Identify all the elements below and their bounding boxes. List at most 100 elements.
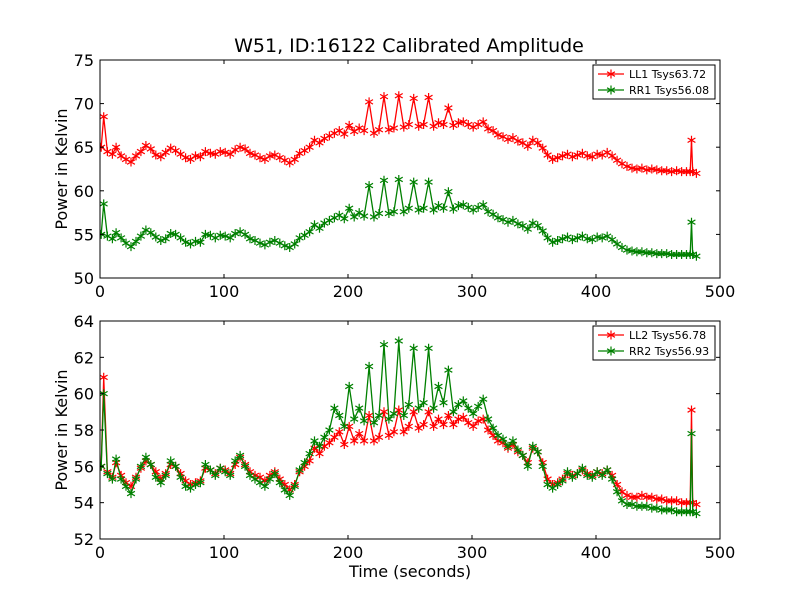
data-point xyxy=(414,403,423,413)
data-point xyxy=(439,203,448,213)
data-point xyxy=(315,449,324,459)
data-point xyxy=(473,416,483,426)
legend-label: LL1 Tsys63.72 xyxy=(629,68,706,81)
data-point xyxy=(225,233,235,243)
data-point xyxy=(637,163,647,173)
data-point xyxy=(429,403,438,413)
legend-marker xyxy=(606,346,616,356)
data-point xyxy=(538,226,547,236)
y-tick-label: 64 xyxy=(74,312,94,331)
data-point xyxy=(364,361,374,371)
data-point xyxy=(602,231,612,241)
data-point xyxy=(100,461,106,471)
data-point xyxy=(103,147,112,157)
data-point xyxy=(225,470,235,480)
data-point xyxy=(250,474,260,484)
data-point xyxy=(488,126,498,136)
data-point xyxy=(141,141,151,150)
data-point xyxy=(419,203,428,213)
data-point xyxy=(349,414,359,424)
y-tick-label: 70 xyxy=(74,95,94,114)
data-point xyxy=(473,401,483,411)
x-tick-label: 500 xyxy=(705,543,736,562)
series-1 xyxy=(100,91,701,178)
data-point xyxy=(369,418,379,428)
data-point xyxy=(374,209,384,218)
data-point xyxy=(617,496,627,506)
data-point xyxy=(513,136,523,146)
data-point xyxy=(657,505,666,515)
data-point xyxy=(424,407,433,417)
data-point xyxy=(558,234,567,244)
data-point xyxy=(597,150,607,160)
data-point xyxy=(330,128,339,138)
data-point xyxy=(687,405,696,415)
data-point xyxy=(171,229,180,239)
data-point xyxy=(126,242,136,252)
data-point xyxy=(622,161,632,171)
data-point xyxy=(563,467,572,477)
data-point xyxy=(151,232,161,242)
data-point xyxy=(325,425,334,435)
data-point xyxy=(394,175,404,184)
data-point xyxy=(677,167,686,177)
data-point xyxy=(359,211,369,221)
y-tick-label: 56 xyxy=(74,457,94,476)
data-point xyxy=(538,461,547,471)
data-point xyxy=(473,202,483,212)
data-point xyxy=(354,208,364,218)
data-point xyxy=(344,120,354,130)
data-point xyxy=(364,181,374,191)
data-point xyxy=(325,438,334,448)
data-point xyxy=(444,103,453,113)
data-point xyxy=(364,411,374,420)
data-point xyxy=(270,150,280,160)
data-point xyxy=(692,500,701,509)
data-point xyxy=(503,134,513,144)
y-tick-label: 62 xyxy=(74,348,94,367)
series-2 xyxy=(100,175,701,261)
data-point xyxy=(612,487,622,497)
data-point xyxy=(464,403,473,413)
data-point xyxy=(245,234,255,244)
data-point xyxy=(667,167,676,177)
data-point xyxy=(637,501,647,511)
data-point xyxy=(330,432,339,442)
data-point xyxy=(379,407,389,417)
data-point xyxy=(543,480,552,489)
data-point xyxy=(468,205,478,215)
y-tick-label: 60 xyxy=(74,182,94,201)
data-point xyxy=(518,138,528,148)
data-point xyxy=(156,478,166,488)
data-point xyxy=(100,372,108,382)
data-point xyxy=(688,507,697,517)
data-point xyxy=(146,144,156,154)
data-point xyxy=(498,215,508,225)
data-point xyxy=(627,246,637,256)
data-point xyxy=(389,207,399,217)
data-point xyxy=(429,121,438,131)
data-point xyxy=(419,420,428,430)
data-point xyxy=(191,480,200,489)
data-point xyxy=(543,150,552,160)
data-point xyxy=(141,452,151,462)
data-point xyxy=(647,492,657,502)
data-point xyxy=(265,237,275,247)
legend-box xyxy=(592,64,716,100)
data-point xyxy=(478,394,488,404)
data-point xyxy=(677,498,686,508)
data-point xyxy=(335,411,344,420)
data-point xyxy=(131,236,141,246)
data-point xyxy=(652,494,662,504)
data-point xyxy=(672,166,681,176)
data-point xyxy=(240,144,250,154)
data-point xyxy=(315,223,324,233)
x-tick-label: 400 xyxy=(581,543,612,562)
data-point xyxy=(528,218,538,228)
data-point xyxy=(583,151,592,161)
data-point xyxy=(468,122,478,132)
data-point xyxy=(404,400,414,410)
data-point xyxy=(647,164,657,174)
data-point xyxy=(464,418,473,428)
